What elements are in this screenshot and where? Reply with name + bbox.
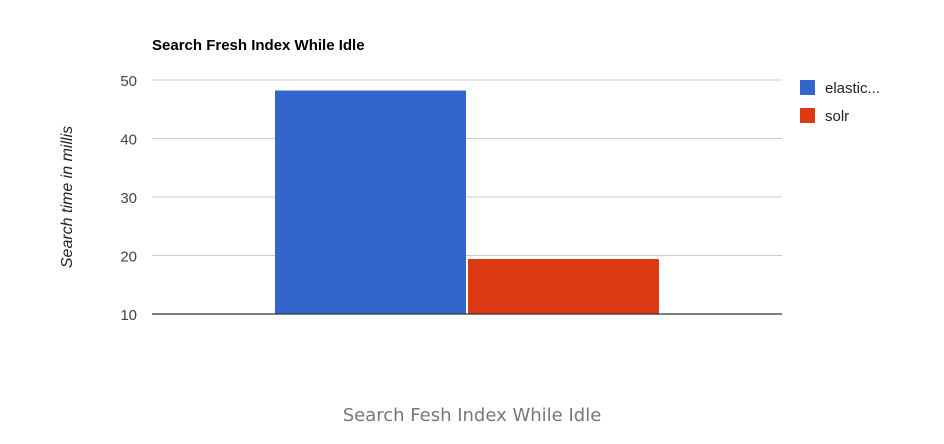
bars: [275, 90, 659, 314]
bar-elastic: [275, 90, 466, 314]
grid-lines: [152, 79, 782, 256]
y-tick-label: 50: [120, 73, 137, 90]
y-tick-label: 30: [120, 190, 137, 207]
legend: elastic... solr: [800, 80, 880, 125]
y-axis-ticks: 10 20 30 40 50: [120, 73, 137, 324]
y-axis-label: Search time in millis: [59, 126, 76, 268]
figure-caption: Search Fesh Index While Idle: [342, 405, 602, 426]
legend-swatch: [800, 80, 815, 95]
y-tick-label: 20: [120, 249, 137, 266]
y-tick-label: 40: [120, 132, 137, 149]
chart-title: Search Fresh Index While Idle: [152, 37, 365, 54]
bar-chart: Search Fresh Index While Idle 10 20 30 40 50…: [59, 37, 880, 324]
legend-label: elastic...: [825, 80, 880, 97]
y-tick-label: 10: [120, 307, 137, 324]
legend-swatch: [800, 108, 815, 123]
bar-solr: [468, 259, 659, 314]
legend-label: solr: [825, 108, 849, 125]
